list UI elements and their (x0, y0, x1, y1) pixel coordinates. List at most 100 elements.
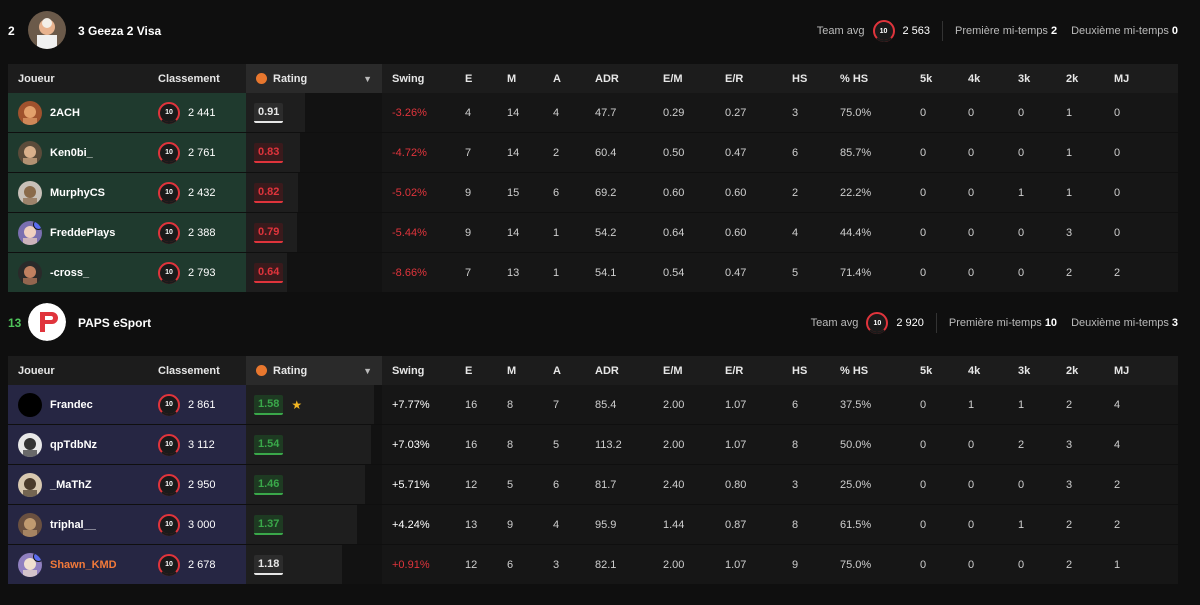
column-header-er[interactable]: E/R (725, 356, 792, 385)
chevron-down-icon[interactable]: ▼ (363, 73, 372, 84)
avatar[interactable] (18, 260, 42, 285)
player-name[interactable]: Ken0bi_ (50, 146, 93, 159)
avatar[interactable] (18, 140, 42, 165)
column-header-rating[interactable]: Rating ▼ (246, 64, 382, 93)
avatar[interactable] (18, 180, 42, 205)
player-name[interactable]: -cross_ (50, 266, 90, 279)
player-cell[interactable]: Frandec (8, 385, 158, 425)
player-cell[interactable]: Shawn_KMD (8, 545, 158, 585)
stat-hs: 6 (792, 385, 840, 425)
team-header: 2 3 Geeza 2 Visa Team avg 10 2 563 Première m… (8, 11, 1178, 51)
avatar[interactable] (18, 472, 42, 497)
stat-hs: 5 (792, 253, 840, 293)
rank-cell: 10 2 861 (158, 385, 246, 425)
avatar[interactable] (18, 220, 42, 245)
player-row[interactable]: MurphyCS 10 2 432 0.82 -5.02% 9 15 6 69.2 0.60 0.6… (8, 173, 1178, 213)
column-header-k5[interactable]: 5k (920, 356, 968, 385)
player-row[interactable]: triphal__ 10 3 000 1.37 +4.24% 13 9 4 95.9 1.44 0.… (8, 505, 1178, 545)
avatar[interactable] (18, 512, 42, 537)
column-header-k3[interactable]: 3k (1018, 64, 1066, 93)
player-row[interactable]: qpTdbNz 10 3 112 1.54 +7.03% 16 8 5 113.2 2.00 1.0… (8, 425, 1178, 465)
rating-cell: 0.79 (246, 213, 382, 253)
player-cell[interactable]: MurphyCS (8, 173, 158, 213)
player-name[interactable]: Frandec (50, 398, 93, 411)
column-header-k2[interactable]: 2k (1066, 64, 1114, 93)
divider (935, 313, 937, 333)
column-header-m[interactable]: M (507, 356, 553, 385)
rank-cell: 10 2 441 (158, 93, 246, 133)
player-cell[interactable]: FreddePlays (8, 213, 158, 253)
player-name[interactable]: _MaThZ (50, 478, 92, 491)
team-name[interactable]: 3 Geeza 2 Visa (78, 24, 162, 38)
player-name[interactable]: MurphyCS (50, 186, 105, 199)
column-header-rating[interactable]: Rating ▼ (246, 356, 382, 385)
column-header-mj[interactable]: MJ (1114, 64, 1178, 93)
player-row[interactable]: 2ACH 10 2 441 0.91 -3.26% 4 14 4 47.7 0.29 0.27 3 75… (8, 93, 1178, 133)
column-header-player[interactable]: Joueur (8, 356, 158, 385)
player-row[interactable]: -cross_ 10 2 793 0.64 -8.66% 7 13 1 54.1 0.54 0.47… (8, 253, 1178, 293)
column-header-mj[interactable]: MJ (1114, 356, 1178, 385)
column-header-k4[interactable]: 4k (968, 64, 1018, 93)
column-header-hs[interactable]: HS (792, 356, 840, 385)
team-name[interactable]: PAPS eSport (78, 316, 152, 330)
column-header-e[interactable]: E (465, 64, 507, 93)
player-row[interactable]: Frandec 10 2 861 1.58 ★ +7.77% 16 8 7 85.4 2.00 1.0… (8, 385, 1178, 425)
avatar[interactable] (18, 100, 42, 125)
column-header-hs-pct[interactable]: % HS (840, 64, 920, 93)
stat-swing: +5.71% (382, 465, 465, 505)
player-cell[interactable]: _MaThZ (8, 465, 158, 505)
player-name[interactable]: FreddePlays (50, 226, 116, 239)
player-row[interactable]: FreddePlays 10 2 388 0.79 -5.44% 9 14 1 54.2 0.64… (8, 213, 1178, 253)
column-header-hs-pct[interactable]: % HS (840, 356, 920, 385)
column-header-a[interactable]: A (553, 356, 595, 385)
player-row[interactable]: Ken0bi_ 10 2 761 0.83 -4.72% 7 14 2 60.4 0.50 0.47… (8, 133, 1178, 173)
column-header-e[interactable]: E (465, 356, 507, 385)
column-header-swing[interactable]: Swing (382, 64, 465, 93)
stat-a: 5 (553, 425, 595, 465)
column-header-rank[interactable]: Classement (158, 356, 246, 385)
column-header-adr[interactable]: ADR (595, 64, 663, 93)
column-header-em[interactable]: E/M (663, 64, 725, 93)
column-header-k5[interactable]: 5k (920, 64, 968, 93)
player-name[interactable]: 2ACH (50, 106, 80, 119)
column-header-k2[interactable]: 2k (1066, 356, 1114, 385)
column-header-er[interactable]: E/R (725, 64, 792, 93)
avatar[interactable] (18, 392, 42, 417)
player-elo: 2 861 (188, 398, 216, 411)
chevron-down-icon[interactable]: ▼ (363, 365, 372, 376)
column-header-em[interactable]: E/M (663, 356, 725, 385)
first-half-label: Première mi-temps (955, 25, 1048, 37)
rating-value: 0.91 (254, 102, 284, 123)
avatar[interactable] (18, 432, 42, 457)
team-header: 13 PAPS eSport Team avg 10 2 920 Première mi-… (8, 303, 1178, 343)
rating-value: 0.79 (254, 222, 284, 243)
player-cell[interactable]: -cross_ (8, 253, 158, 293)
player-cell[interactable]: triphal__ (8, 505, 158, 545)
faceit-level-icon: 10 (158, 101, 180, 124)
player-name[interactable]: triphal__ (50, 518, 96, 531)
stat-mj: 4 (1114, 385, 1178, 425)
column-header-player[interactable]: Joueur (8, 64, 158, 93)
player-name[interactable]: qpTdbNz (50, 438, 98, 451)
column-header-rank[interactable]: Classement (158, 64, 246, 93)
player-cell[interactable]: qpTdbNz (8, 425, 158, 465)
stat-k3: 1 (1018, 385, 1066, 425)
faceit-rating-icon (256, 365, 267, 376)
stat-e: 16 (465, 425, 507, 465)
player-cell[interactable]: Ken0bi_ (8, 133, 158, 173)
stat-swing: +7.03% (382, 425, 465, 465)
avatar[interactable] (18, 552, 42, 577)
stat-m: 14 (507, 133, 553, 173)
column-header-swing[interactable]: Swing (382, 356, 465, 385)
column-header-adr[interactable]: ADR (595, 356, 663, 385)
player-cell[interactable]: 2ACH (8, 93, 158, 133)
column-header-m[interactable]: M (507, 64, 553, 93)
column-header-k3[interactable]: 3k (1018, 356, 1066, 385)
player-name[interactable]: Shawn_KMD (50, 558, 117, 571)
second-half-label: Deuxième mi-temps (1071, 317, 1169, 329)
column-header-k4[interactable]: 4k (968, 356, 1018, 385)
column-header-hs[interactable]: HS (792, 64, 840, 93)
player-row[interactable]: _MaThZ 10 2 950 1.46 +5.71% 12 5 6 81.7 2.40 0.80 3… (8, 465, 1178, 505)
column-header-a[interactable]: A (553, 64, 595, 93)
player-row[interactable]: Shawn_KMD 10 2 678 1.18 +0.91% 12 6 3 82.1 2.00 1.… (8, 545, 1178, 585)
